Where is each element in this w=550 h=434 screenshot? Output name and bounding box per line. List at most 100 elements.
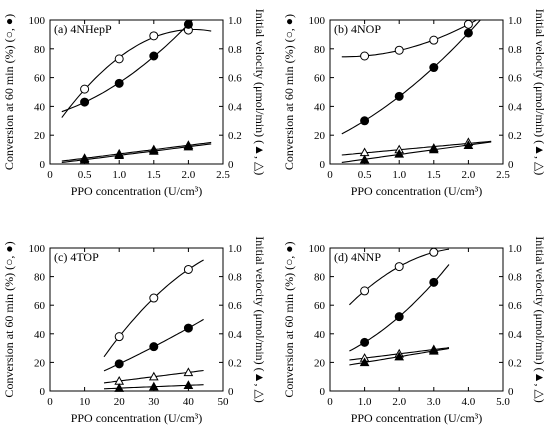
x-tick-label: 0 — [47, 169, 53, 181]
y-tick-label: 100 — [309, 15, 326, 27]
x-tick-label: 0 — [47, 396, 53, 408]
x-tick-label: 0 — [327, 169, 333, 181]
y-tick-label: 0 — [320, 386, 326, 398]
x-tick-label: 0.5 — [78, 169, 92, 181]
x-tick-label: 0.5 — [358, 169, 372, 181]
x-tick-label: 1.0 — [358, 396, 372, 408]
data-point-filled-circle — [463, 28, 473, 38]
y-tick-label: 20 — [34, 357, 46, 369]
data-point-open-circle — [429, 35, 439, 45]
y2-tick-label: 0.8 — [228, 44, 242, 56]
y-tick-label: 100 — [309, 243, 326, 255]
plot-frame — [329, 19, 504, 165]
x-tick-label: 4.0 — [462, 396, 476, 408]
x-tick-label: 2.0 — [182, 169, 196, 181]
y-tick-label: 100 — [29, 15, 46, 27]
data-point-open-circle — [149, 31, 159, 41]
data-point-filled-triangle — [148, 146, 159, 155]
x-tick-label: 1.5 — [147, 169, 161, 181]
y2-tick-label: 0.8 — [228, 272, 242, 284]
x-tick-label: 1.0 — [392, 169, 406, 181]
data-point-open-circle — [80, 84, 90, 94]
y-tick-label: 40 — [314, 101, 326, 113]
x-axis-label: PPO concentration (U/cm³) — [71, 411, 203, 425]
data-point-filled-triangle — [428, 144, 439, 154]
y2-tick-label: 1.0 — [508, 243, 522, 255]
x-tick-label: 3.0 — [427, 396, 441, 408]
y-tick-label: 40 — [314, 329, 326, 341]
y-tick-label: 80 — [314, 44, 326, 56]
y-tick-label: 0 — [40, 386, 46, 398]
data-point-open-circle — [149, 293, 159, 303]
data-point-filled-triangle — [359, 357, 370, 367]
y2-tick-label: 0 — [508, 159, 514, 171]
panel-title: (d) 4NNP — [334, 250, 381, 264]
chart-panel-4: 0 1.0 2.0 3.0 4.0 5.002040608010000.20.40.60.… — [282, 236, 547, 425]
y-axis-label-right: Initial velocity (μmol/min) (▲, △) — [533, 236, 547, 403]
data-point-open-circle — [114, 332, 124, 342]
chart-panel-2: 0 0.5 1.0 1.5 2.0 2.502040608010000.20.40.60.… — [282, 9, 547, 198]
y2-tick-label: 0.2 — [508, 130, 522, 142]
x-axis-label: PPO concentration (U/cm³) — [351, 184, 483, 198]
data-point-filled-circle — [360, 337, 370, 347]
data-point-filled-triangle — [428, 345, 439, 355]
y2-tick-label: 0.4 — [228, 101, 242, 113]
y2-tick-label: 0.2 — [228, 357, 242, 369]
data-point-open-circle — [360, 51, 370, 61]
x-tick-label: 30 — [148, 396, 160, 408]
y2-tick-label: 1.0 — [508, 15, 522, 27]
x-tick-label: 1.0 — [112, 169, 126, 181]
panel-title: (b) 4NOP — [334, 22, 381, 36]
y-tick-label: 40 — [34, 101, 46, 113]
chart-panel-3: 0 10 20 30 40 5002040608010000.20.40.60.81.0(… — [2, 236, 267, 425]
y2-tick-label: 0.4 — [508, 329, 522, 341]
y2-tick-label: 0 — [228, 386, 234, 398]
data-point-open-circle — [114, 54, 124, 64]
y-tick-label: 80 — [34, 44, 46, 56]
y2-tick-label: 0.8 — [508, 272, 522, 284]
y-axis-label-right: Initial velocity (μmol/min) (▲, △) — [253, 9, 267, 176]
data-point-open-circle — [360, 286, 370, 296]
x-tick-label: 2.0 — [392, 396, 406, 408]
data-point-open-circle — [183, 264, 193, 274]
y2-tick-label: 0.2 — [508, 357, 522, 369]
data-point-filled-circle — [429, 277, 439, 287]
fit-curve-filled-circle — [61, 20, 194, 113]
y-tick-label: 60 — [314, 73, 326, 85]
data-point-filled-circle — [183, 323, 193, 333]
x-axis-label: PPO concentration (U/cm³) — [351, 411, 483, 425]
y2-tick-label: 0.6 — [228, 300, 242, 312]
y-tick-label: 60 — [314, 300, 326, 312]
plot-frame — [49, 19, 224, 165]
x-tick-label: 5.0 — [496, 396, 510, 408]
y2-tick-label: 0.8 — [508, 44, 522, 56]
data-point-filled-triangle — [114, 150, 125, 160]
data-point-open-triangle — [148, 371, 159, 381]
y-axis-label-left: Conversion at 60 min (%) (○, ●) — [2, 14, 16, 170]
data-point-open-triangle — [183, 367, 194, 377]
y-tick-label: 0 — [40, 159, 46, 171]
data-point-filled-circle — [114, 359, 124, 369]
y2-tick-label: 0.4 — [228, 329, 242, 341]
data-point-filled-circle — [149, 342, 159, 352]
y-tick-label: 60 — [34, 300, 46, 312]
data-point-filled-circle — [360, 116, 370, 126]
y2-tick-label: 0.4 — [508, 101, 522, 113]
plot-frame — [49, 247, 224, 392]
data-point-filled-circle — [394, 312, 404, 322]
data-point-filled-circle — [149, 51, 159, 61]
data-point-filled-triangle — [79, 154, 90, 164]
x-axis-label: PPO concentration (U/cm³) — [71, 184, 203, 198]
y-axis-label-left: Conversion at 60 min (%) (○, ●) — [282, 241, 296, 397]
y-tick-label: 100 — [29, 243, 46, 255]
y-tick-label: 80 — [314, 272, 326, 284]
y2-tick-label: 0 — [228, 159, 234, 171]
y-tick-label: 60 — [34, 73, 46, 85]
data-point-filled-triangle — [463, 140, 474, 149]
data-point-open-circle — [463, 19, 473, 29]
plot-frame — [329, 247, 504, 392]
y2-tick-label: 0.2 — [228, 130, 242, 142]
x-tick-label: 20 — [114, 396, 126, 408]
x-tick-label: 2.0 — [462, 169, 476, 181]
data-point-filled-triangle — [148, 381, 159, 391]
